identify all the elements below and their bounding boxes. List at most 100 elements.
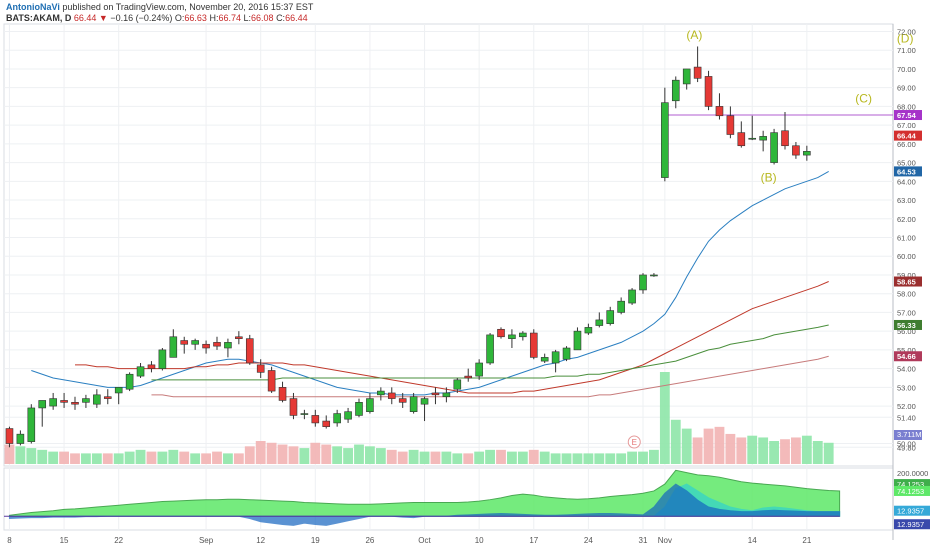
volume-bar xyxy=(791,437,801,464)
volume-bar xyxy=(780,439,790,464)
candle-body xyxy=(420,398,429,405)
oscillator-tick-label: 12.9357 xyxy=(897,520,924,529)
volume-bar xyxy=(528,449,539,464)
close-label: C: xyxy=(276,13,286,23)
date-tick-label: 19 xyxy=(311,536,320,545)
volume-bar xyxy=(496,449,506,464)
volume-bar xyxy=(365,446,375,464)
price-tick-label: 54.00 xyxy=(897,365,916,374)
candle-body xyxy=(726,115,735,135)
candle-body xyxy=(748,137,757,140)
candle-body xyxy=(125,373,134,390)
volume-bar xyxy=(375,448,386,464)
volume-bar xyxy=(168,449,179,464)
volume-bar xyxy=(288,446,299,464)
candle-body xyxy=(803,151,811,156)
open-label: O: xyxy=(174,13,185,23)
candle-body xyxy=(147,364,156,369)
candle-body xyxy=(311,415,320,424)
candle-body xyxy=(377,390,385,396)
candle-body xyxy=(486,334,494,364)
price-label-box xyxy=(894,276,922,287)
change-value: −0.16 (−0.24%) xyxy=(110,13,173,23)
candle-body xyxy=(322,420,331,427)
price-tick-label: 69.00 xyxy=(897,84,916,93)
candle-body xyxy=(562,347,571,360)
date-tick-label: 21 xyxy=(802,536,811,545)
candle-body xyxy=(650,274,658,277)
oscillator-layer xyxy=(4,469,841,526)
axis-layer: 72.00 71.00 70.00 69.00 68.00 67.00 66.00 65.00… xyxy=(7,27,930,545)
price-label-box xyxy=(894,351,922,362)
high-label: H: xyxy=(209,13,219,23)
volume-bar xyxy=(26,448,37,464)
price-tick-label: 50.00 xyxy=(897,440,916,449)
volume-bar xyxy=(124,451,135,464)
date-tick-label: 22 xyxy=(114,536,123,545)
low-label: L: xyxy=(243,13,252,23)
volume-bar xyxy=(310,442,321,464)
volume-bar xyxy=(725,433,736,464)
candle-body xyxy=(584,327,593,334)
candle-body xyxy=(158,349,167,369)
candle-body xyxy=(540,357,549,362)
published-text: published on TradingView.com, November 2… xyxy=(62,2,314,12)
oscillator-label-box xyxy=(894,519,930,530)
close-value: 66.44 xyxy=(285,13,308,23)
candle-body xyxy=(289,398,298,416)
volume-bar xyxy=(572,453,583,464)
candle-body xyxy=(300,413,309,415)
candle-body xyxy=(431,392,440,396)
oscillator-area xyxy=(8,469,841,517)
volume-bar xyxy=(397,451,408,464)
volume-bar xyxy=(179,451,190,464)
oscillator-label-box xyxy=(894,485,930,496)
date-tick-label: 24 xyxy=(584,536,593,545)
candle-body xyxy=(475,362,483,377)
price-tick-label: 51.40 xyxy=(897,413,916,422)
volume-bar xyxy=(801,435,812,464)
candle-body xyxy=(114,387,123,394)
date-tick-label: Sep xyxy=(199,536,214,545)
price-tick-label: 71.00 xyxy=(897,46,916,55)
date-tick-label: 14 xyxy=(748,536,757,545)
candle-body xyxy=(409,396,418,412)
price-tick-label: 65.00 xyxy=(897,159,916,168)
candle-body xyxy=(180,340,189,345)
volume-bar xyxy=(485,449,495,464)
candle-body xyxy=(508,334,516,339)
volume-bar xyxy=(649,449,659,464)
candle-body xyxy=(278,387,287,401)
volume-bar xyxy=(190,453,201,464)
price-tick-label: 52.00 xyxy=(897,402,916,411)
candle-body xyxy=(595,319,604,326)
date-tick-label: 17 xyxy=(529,536,538,545)
author-link[interactable]: AntonioNaVi xyxy=(6,2,60,12)
volume-bar xyxy=(157,451,168,464)
candle-body xyxy=(333,413,341,424)
candle-body xyxy=(38,400,47,409)
price-label-box xyxy=(894,319,922,330)
header-line-2: BATS:AKAM, D 66.44 ▼ −0.16 (−0.24%) O:66… xyxy=(6,13,308,23)
price-tick-label: 61.00 xyxy=(897,234,916,243)
candle-body xyxy=(453,379,462,390)
price-label-box xyxy=(894,110,922,121)
volume-bar xyxy=(223,453,233,464)
wave-label: (A) xyxy=(686,28,702,42)
candle-body xyxy=(267,370,276,392)
candle-body xyxy=(245,338,254,364)
volume-bar xyxy=(507,451,517,464)
price-label: 56.33 xyxy=(897,321,916,330)
candle-body xyxy=(617,300,625,313)
volume-bar xyxy=(146,451,157,464)
candle-body xyxy=(235,336,243,339)
candle-body xyxy=(387,392,396,399)
volume-bar xyxy=(386,449,397,464)
volume-bar xyxy=(747,435,758,464)
volume-bar xyxy=(59,451,69,464)
volume-bar xyxy=(441,451,452,464)
earnings-marker-label: E xyxy=(632,438,637,447)
candle-body xyxy=(606,310,615,324)
price-tick-label: 62.00 xyxy=(897,215,916,224)
